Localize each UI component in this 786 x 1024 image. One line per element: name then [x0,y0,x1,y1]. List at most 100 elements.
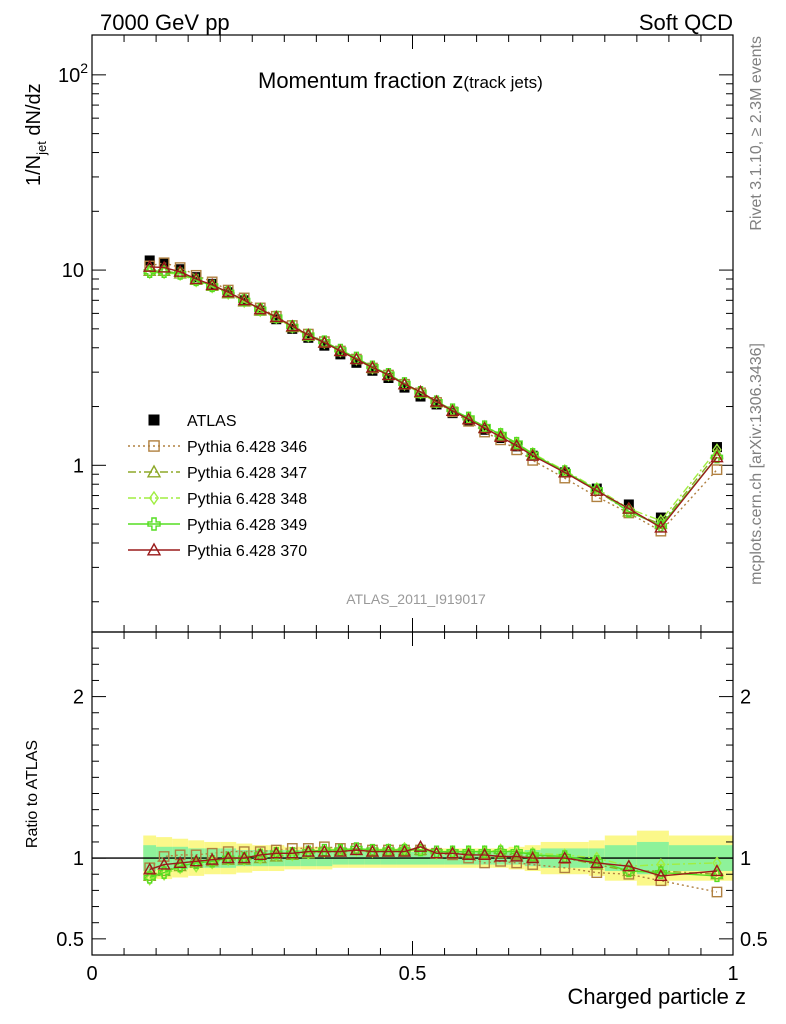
ratio-point [221,851,235,864]
ratio-point [712,856,722,870]
marker-triangle [509,438,524,451]
data-point [494,428,507,441]
marker-cross [173,859,187,873]
ratio-point [285,846,300,859]
ratio-point [397,844,412,857]
marker-triangle [381,368,396,381]
legend-entry: Pythia 6.428 347 [128,464,307,482]
legend-entry: Pythia 6.428 349 [128,517,307,534]
ratio-point [237,851,251,864]
data-point [269,310,283,323]
data-point [159,265,169,280]
ratio-point [477,847,492,860]
data-point [271,314,282,325]
ratio-point [269,846,283,859]
marker-triangle [317,844,332,857]
y-tick-label-base: 10 [58,65,80,87]
data-point [447,408,458,419]
ratio-point [253,847,267,860]
watermark: ATLAS_2011_I919017 [346,591,486,607]
ratio-point [654,868,668,881]
marker-cross [526,848,539,862]
marker-triangle [509,849,524,862]
marker-square-open [158,851,170,862]
main-ylabel: 1/Njet dN/dz [23,83,49,186]
marker-square-open [711,886,723,898]
marker-cross [462,845,475,858]
marker-triangle [146,464,162,478]
legend-marker [148,440,160,452]
ratio-point [222,846,234,858]
marker-cross [710,869,724,883]
marker-cross [143,871,156,884]
series-3 [144,265,722,528]
plot-title-main: Momentum fraction z [258,68,463,93]
marker-square [271,314,282,325]
ratio-y-tick-label: 0.5 [56,929,84,951]
legend-entry: Pythia 6.428 370 [128,542,307,560]
marker-square [383,373,394,384]
data-point [365,360,380,373]
legend-label: Pythia 6.428 347 [187,465,307,482]
data-point [383,373,394,384]
marker-diamond [712,856,722,870]
y-tick-label-exp: 2 [80,60,88,76]
x-tick-label: 0.5 [399,963,427,985]
ratio-series [143,839,724,898]
ratio-point [173,859,187,873]
marker-square-open [711,464,723,476]
data-point [622,501,636,514]
marker-triangle [221,851,235,864]
ratio-point [189,854,203,867]
plot-title-sub: (track jets) [463,73,542,92]
series-line [149,262,718,532]
marker-triangle [710,864,724,877]
data-point [399,382,410,393]
mcplots-label: mcplots.cern.ch [arXiv:1306.3436] [748,343,765,585]
marker-triangle [285,846,300,859]
ratio-point [317,844,332,857]
series-2 [143,263,724,530]
series-5 [143,259,724,533]
data-point [367,365,378,376]
marker-triangle [221,285,235,298]
data-point [191,272,202,283]
marker-square [191,272,202,283]
marker-triangle [269,310,283,323]
marker-triangle [157,260,171,273]
ratio-plot: 2 21 10.5 0.50 0.5 1 Ratio to ATLAS Charged p… [24,631,768,1009]
marker-triangle [590,856,604,869]
ratio-point [429,846,444,859]
ratio-point [365,844,380,857]
plot-title: Momentum fraction z(track jets) [258,68,543,93]
data-point [381,368,396,381]
data-point [157,260,171,273]
marker-triangle [253,302,267,315]
data-point [445,403,460,416]
marker-diamond [159,867,169,881]
ratio-point [173,856,187,869]
marker-cross [157,265,171,278]
x-tick-label: 1 [727,963,738,985]
data-point [317,335,332,348]
marker-triangle [558,851,572,864]
data-point [237,293,251,306]
marker-triangle [622,859,636,872]
marker-square-open [222,846,234,858]
marker-triangle [477,421,492,434]
data-point [157,265,171,278]
marker-triangle [429,394,444,407]
marker-square-open [148,440,160,452]
marker-triangle [301,328,316,341]
marker-triangle [143,862,157,875]
marker-triangle [205,277,219,290]
ratio-bands [92,830,733,886]
marker-triangle [445,846,460,859]
marker-triangle [590,483,604,496]
legend-label: ATLAS [187,413,237,430]
marker-triangle [189,854,203,867]
y-tick-label: 102 [58,60,88,87]
ratio-point [143,862,157,875]
data-point [509,438,524,451]
